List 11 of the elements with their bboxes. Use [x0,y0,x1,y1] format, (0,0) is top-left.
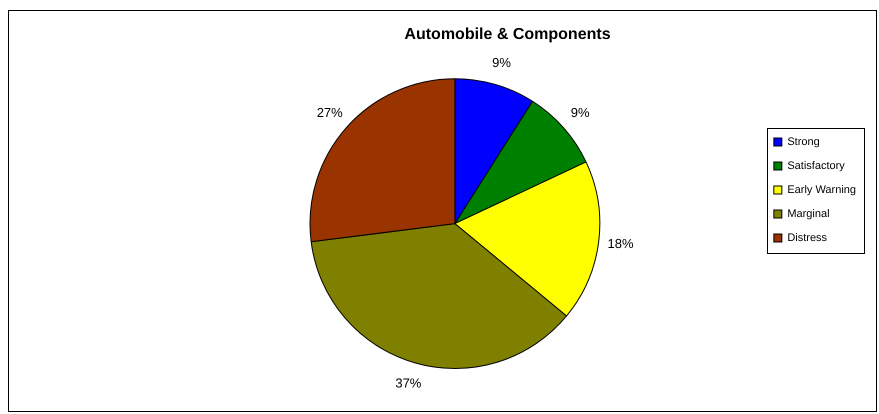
legend-label: Marginal [787,208,830,220]
legend-label: Strong [787,136,820,148]
data-label: 37% [395,375,422,390]
data-label: 9% [570,104,590,120]
data-label: 9% [492,54,512,70]
legend-label: Early Warning [787,184,856,196]
legend-label: Distress [787,232,828,244]
data-label: 27% [316,104,344,120]
data-label: 18% [607,236,634,252]
legend-label: Satisfactory [787,160,846,172]
chart-title: Automobile & Components [404,26,611,44]
